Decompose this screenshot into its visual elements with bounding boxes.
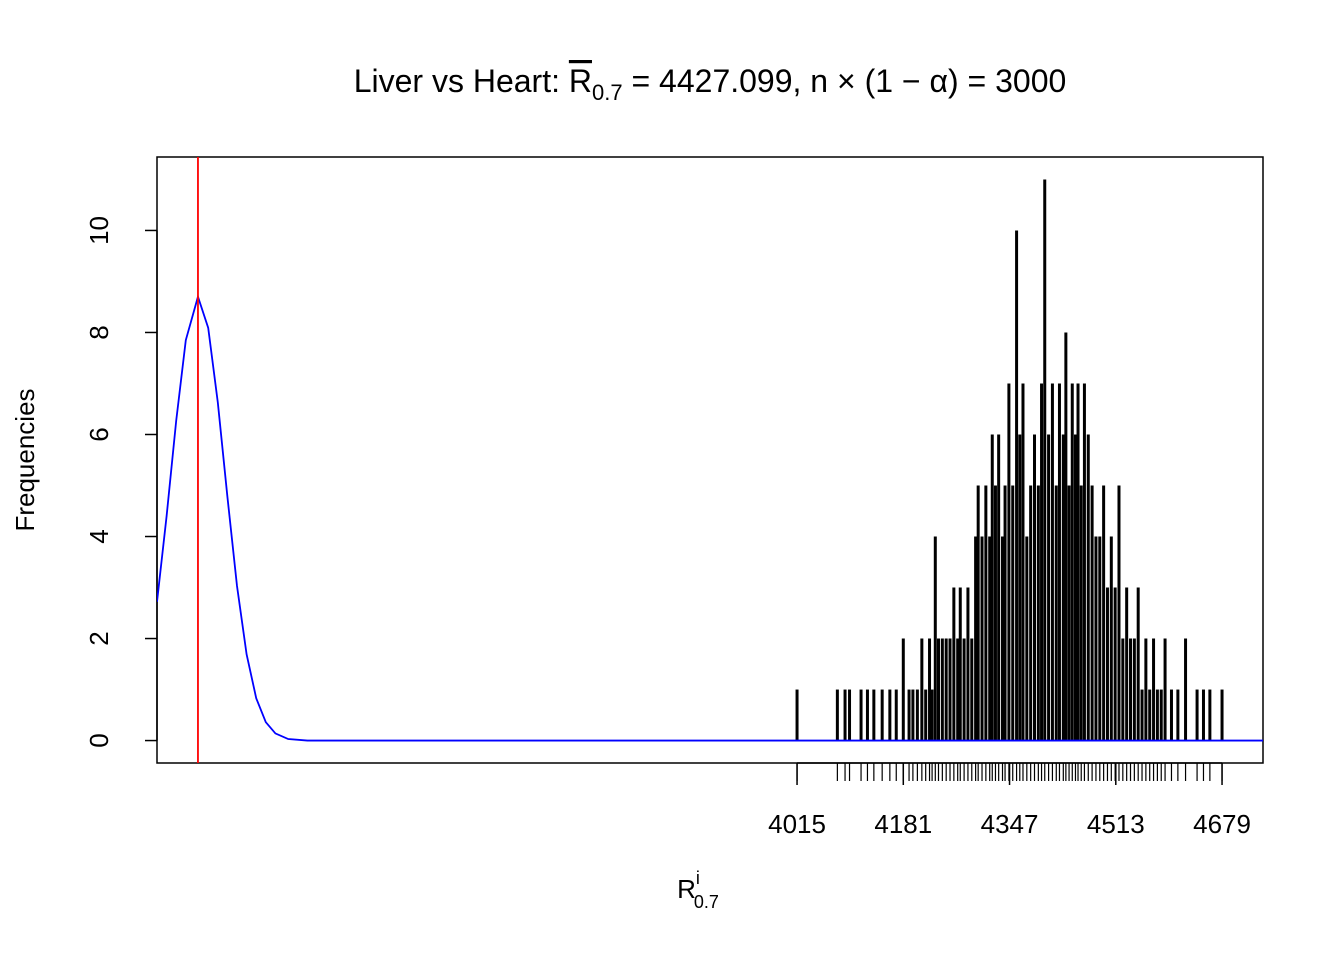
y-tick-label: 8	[84, 325, 114, 339]
title-suffix: = 4427.099, n × (1 − α) = 3000	[623, 63, 1067, 99]
y-tick-label: 10	[84, 216, 114, 245]
x-tick-label: 4015	[768, 809, 826, 839]
y-tick-label: 6	[84, 427, 114, 441]
title-prefix: Liver vs Heart:	[354, 63, 569, 99]
x-label-symbol: R	[677, 874, 696, 904]
y-tick-label: 0	[84, 733, 114, 747]
title-subscript: 0.7	[592, 80, 623, 105]
y-tick-label: 4	[84, 529, 114, 543]
x-axis-label: Ri 0.7	[677, 868, 719, 912]
x-tick-label: 4347	[981, 809, 1039, 839]
chart-title: Liver vs Heart: R0.7 = 4427.099, n × (1 …	[354, 63, 1067, 105]
y-axis-label: Frequencies	[10, 388, 40, 531]
x-tick-label: 4513	[1087, 809, 1145, 839]
x-tick-label: 4181	[874, 809, 932, 839]
x-label-superscript: i	[696, 868, 700, 888]
density-curve	[157, 293, 1263, 742]
title-symbol: R	[569, 63, 592, 99]
y-tick-label: 2	[84, 631, 114, 645]
x-label-subscript: 0.7	[694, 892, 719, 912]
x-tick-label: 4679	[1193, 809, 1251, 839]
